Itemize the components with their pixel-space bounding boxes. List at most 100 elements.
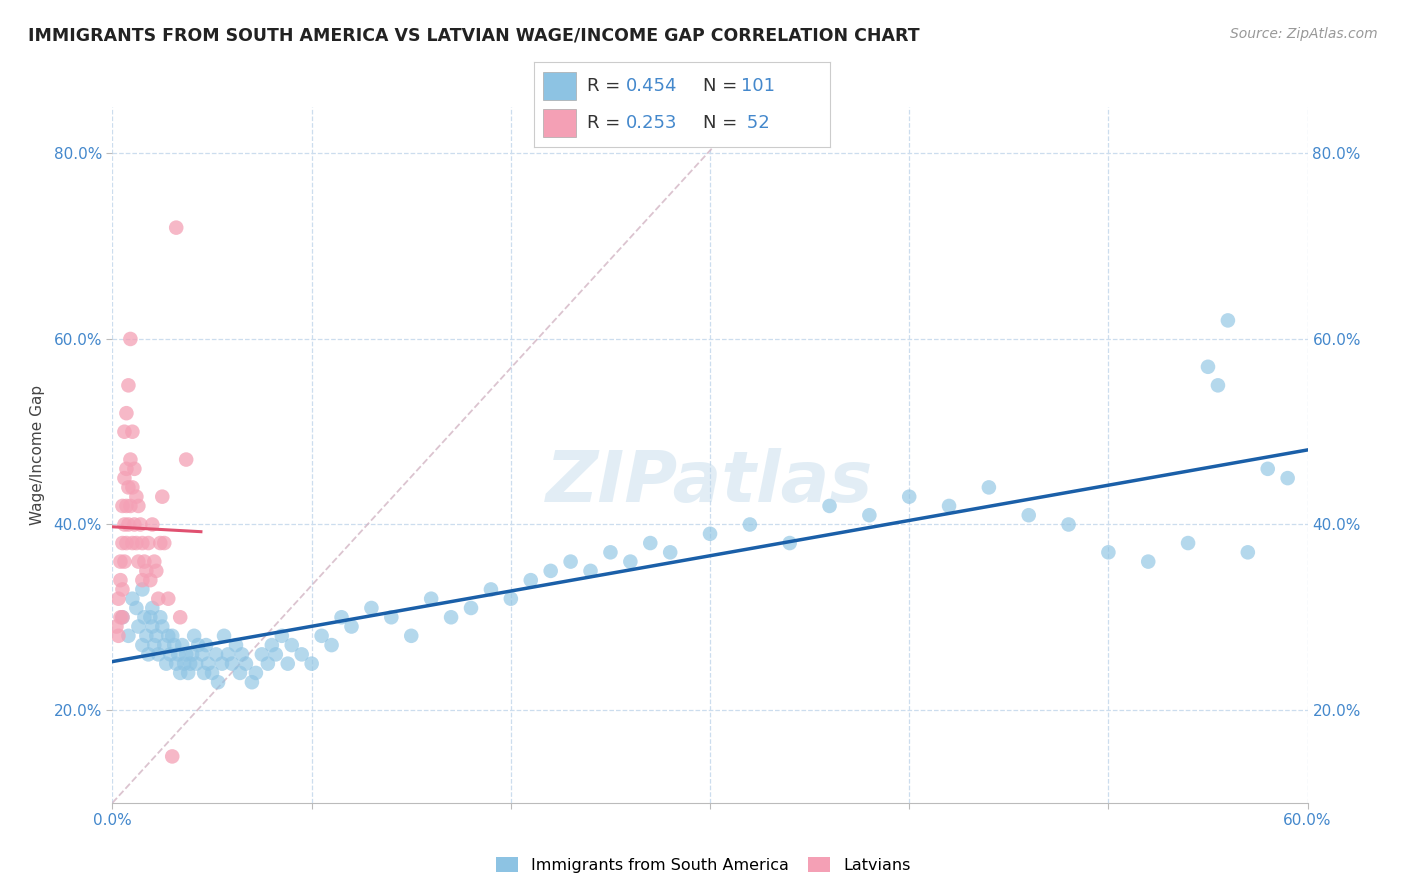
Point — [311, 629, 333, 643]
Point — [124, 462, 146, 476]
Point — [127, 555, 149, 569]
Point — [977, 480, 1000, 494]
Point — [135, 564, 157, 578]
Point — [117, 480, 139, 494]
Point — [260, 638, 283, 652]
Text: 101: 101 — [741, 78, 775, 95]
Point — [138, 536, 160, 550]
Point — [540, 564, 562, 578]
Point — [599, 545, 621, 559]
Point — [1257, 462, 1279, 476]
Point — [277, 657, 299, 671]
Point — [235, 657, 257, 671]
Point — [153, 638, 176, 652]
Point — [121, 480, 143, 494]
Point — [111, 582, 134, 597]
Y-axis label: Wage/Income Gap: Wage/Income Gap — [31, 384, 45, 525]
Text: IMMIGRANTS FROM SOUTH AMERICA VS LATVIAN WAGE/INCOME GAP CORRELATION CHART: IMMIGRANTS FROM SOUTH AMERICA VS LATVIAN… — [28, 27, 920, 45]
Point — [125, 601, 148, 615]
Point — [111, 536, 134, 550]
Point — [159, 648, 181, 662]
Point — [117, 517, 139, 532]
Point — [125, 490, 148, 504]
Point — [120, 332, 142, 346]
Point — [111, 610, 134, 624]
Point — [149, 536, 172, 550]
Point — [240, 675, 263, 690]
Point — [1097, 545, 1119, 559]
Point — [330, 610, 353, 624]
Point — [1177, 536, 1199, 550]
Point — [479, 582, 502, 597]
Point — [114, 555, 135, 569]
Point — [499, 591, 522, 606]
FancyBboxPatch shape — [543, 71, 575, 100]
Point — [131, 573, 153, 587]
Point — [110, 610, 132, 624]
Point — [162, 629, 183, 643]
Point — [139, 610, 162, 624]
Point — [245, 665, 267, 680]
Point — [149, 610, 172, 624]
Point — [183, 629, 205, 643]
Point — [138, 648, 160, 662]
Point — [818, 499, 841, 513]
Point — [150, 619, 173, 633]
Point — [143, 638, 166, 652]
Point — [179, 657, 201, 671]
Point — [105, 619, 128, 633]
Point — [619, 555, 641, 569]
Point — [291, 648, 314, 662]
Point — [638, 536, 662, 550]
Point — [221, 657, 243, 671]
Point — [120, 499, 142, 513]
Point — [141, 517, 163, 532]
Point — [114, 471, 135, 485]
Point — [141, 619, 163, 633]
Point — [134, 555, 156, 569]
Point — [110, 555, 132, 569]
Point — [107, 591, 129, 606]
Point — [131, 536, 153, 550]
Point — [115, 406, 138, 420]
Point — [114, 517, 135, 532]
Point — [738, 517, 761, 532]
Point — [111, 610, 134, 624]
Point — [1057, 517, 1080, 532]
Point — [124, 517, 146, 532]
Point — [150, 490, 173, 504]
Point — [212, 629, 235, 643]
Text: 52: 52 — [741, 114, 769, 132]
Point — [110, 573, 132, 587]
Point — [155, 657, 177, 671]
Point — [148, 648, 170, 662]
Point — [779, 536, 801, 550]
Point — [143, 555, 166, 569]
Point — [560, 555, 582, 569]
Point — [121, 425, 143, 439]
Point — [174, 452, 197, 467]
Point — [225, 638, 247, 652]
Point — [195, 638, 218, 652]
Point — [186, 657, 208, 671]
Point — [121, 591, 143, 606]
Point — [938, 499, 960, 513]
Point — [181, 648, 204, 662]
Point — [264, 648, 287, 662]
Point — [217, 648, 239, 662]
Point — [1216, 313, 1239, 327]
Point — [858, 508, 880, 523]
Point — [115, 462, 138, 476]
Point — [699, 526, 721, 541]
FancyBboxPatch shape — [543, 109, 575, 137]
Point — [172, 638, 194, 652]
Point — [340, 619, 363, 633]
Point — [169, 665, 191, 680]
Point — [250, 648, 273, 662]
Point — [153, 536, 176, 550]
Point — [131, 582, 153, 597]
Point — [205, 648, 228, 662]
Point — [270, 629, 292, 643]
Point — [1277, 471, 1299, 485]
Point — [117, 629, 139, 643]
